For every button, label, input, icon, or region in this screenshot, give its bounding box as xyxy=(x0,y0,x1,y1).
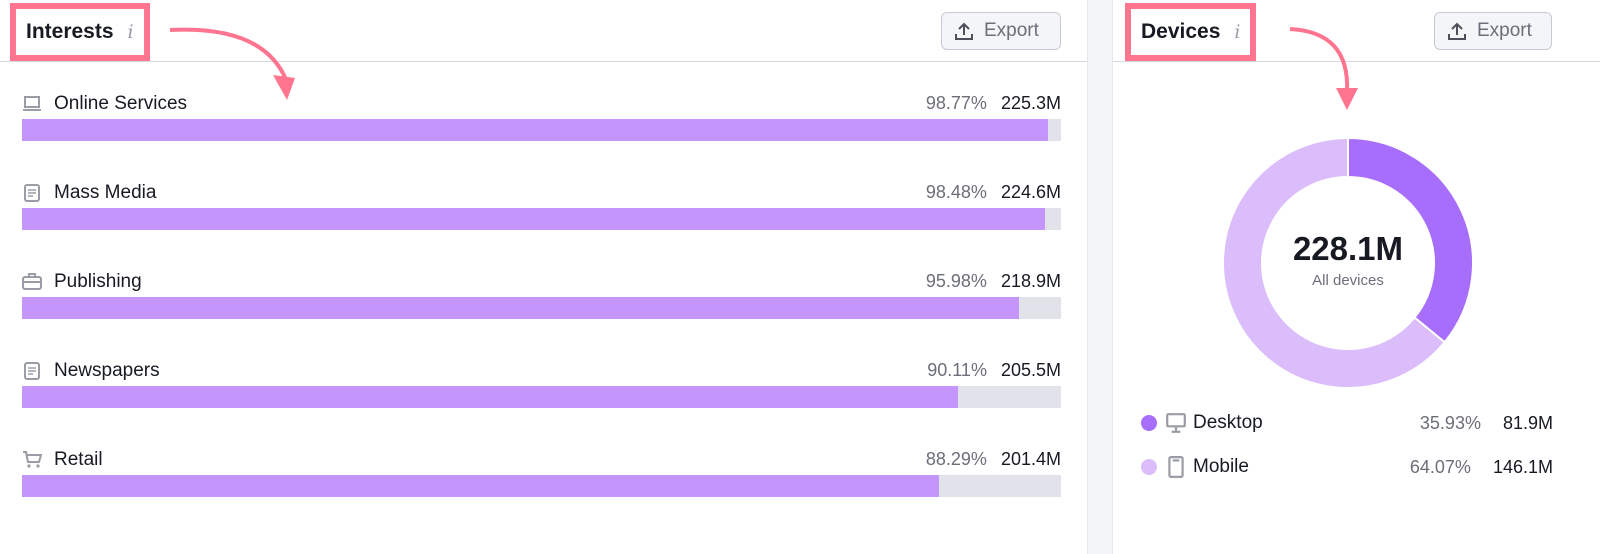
donut-slice-desktop[interactable] xyxy=(1347,137,1474,344)
legend-dot xyxy=(1141,415,1157,431)
interest-value: 218.9M xyxy=(1000,271,1061,291)
legend-dot xyxy=(1141,459,1157,475)
interest-value: 225.3M xyxy=(1000,93,1061,113)
interest-bar-track xyxy=(22,208,1061,230)
devices-panel: Devices i Export 228.1M All devices Desk… xyxy=(1112,0,1600,554)
interests-panel: Interests i Export Online Services 98.77… xyxy=(0,0,1088,554)
interest-percent: 98.48% xyxy=(925,182,987,202)
device-legend-item: Desktop 35.93% 81.9M xyxy=(1141,412,1553,434)
interest-value: 205.5M xyxy=(1000,360,1061,380)
total-devices: 228.1M xyxy=(1292,230,1404,267)
interests-title: Interests xyxy=(26,20,114,43)
interest-bar-track xyxy=(22,386,1061,408)
newspaper-icon xyxy=(24,184,40,202)
mobile-icon xyxy=(1168,456,1184,478)
export-button[interactable]: Export xyxy=(941,12,1061,50)
interests-header: Interests i Export xyxy=(0,0,1087,62)
info-icon[interactable]: i xyxy=(1234,21,1241,43)
interests-title-highlight: Interests i xyxy=(10,3,150,61)
donut-slice-mobile[interactable] xyxy=(1222,137,1447,389)
interest-percent: 95.98% xyxy=(925,271,987,291)
interest-label: Mass Media xyxy=(54,182,157,203)
laptop-icon xyxy=(23,96,41,111)
interest-bar-fill xyxy=(22,119,1049,141)
devices-donut-chart xyxy=(1222,137,1474,389)
device-value: 81.9M xyxy=(1502,412,1553,433)
devices-title: Devices xyxy=(1141,20,1221,43)
devices-header: Devices i Export xyxy=(1113,0,1600,62)
interest-bar-fill xyxy=(22,475,940,497)
annotation-arrow xyxy=(1289,27,1358,110)
interest-bar-fill xyxy=(22,386,959,408)
upload-icon xyxy=(1448,22,1466,40)
interest-label: Retail xyxy=(54,449,103,470)
interest-label: Newspapers xyxy=(54,360,160,381)
interest-bar-fill xyxy=(22,297,1020,319)
export-label: Export xyxy=(1477,20,1532,41)
total-label: All devices xyxy=(1312,272,1384,289)
cart-icon xyxy=(23,451,42,468)
interest-label: Online Services xyxy=(54,93,188,114)
devices-title-highlight: Devices i xyxy=(1125,3,1257,61)
interest-bar-track xyxy=(22,119,1061,141)
device-legend-item: Mobile 64.07% 146.1M xyxy=(1141,456,1553,478)
donut-center: 228.1M All devices xyxy=(1222,230,1474,289)
interest-value: 224.6M xyxy=(1000,182,1061,202)
info-icon[interactable]: i xyxy=(127,21,134,43)
export-button[interactable]: Export xyxy=(1434,12,1552,50)
newspaper-icon xyxy=(24,362,40,380)
interest-bar-track xyxy=(22,297,1061,319)
interest-bar-fill xyxy=(22,208,1046,230)
interest-percent: 90.11% xyxy=(927,360,987,380)
desktop-icon xyxy=(1166,413,1186,433)
device-percent: 35.93% xyxy=(1419,412,1481,433)
interest-value: 201.4M xyxy=(1000,449,1061,469)
device-label: Mobile xyxy=(1193,456,1249,477)
upload-icon xyxy=(955,22,973,40)
interest-label: Publishing xyxy=(54,271,142,292)
device-percent: 64.07% xyxy=(1409,456,1471,477)
export-label: Export xyxy=(984,20,1039,41)
annotation-arrow xyxy=(169,27,295,100)
interest-percent: 98.77% xyxy=(925,93,987,113)
briefcase-icon xyxy=(22,273,42,290)
interest-bar-track xyxy=(22,475,1061,497)
device-label: Desktop xyxy=(1193,412,1263,433)
device-value: 146.1M xyxy=(1492,456,1553,477)
interest-percent: 88.29% xyxy=(925,449,987,469)
